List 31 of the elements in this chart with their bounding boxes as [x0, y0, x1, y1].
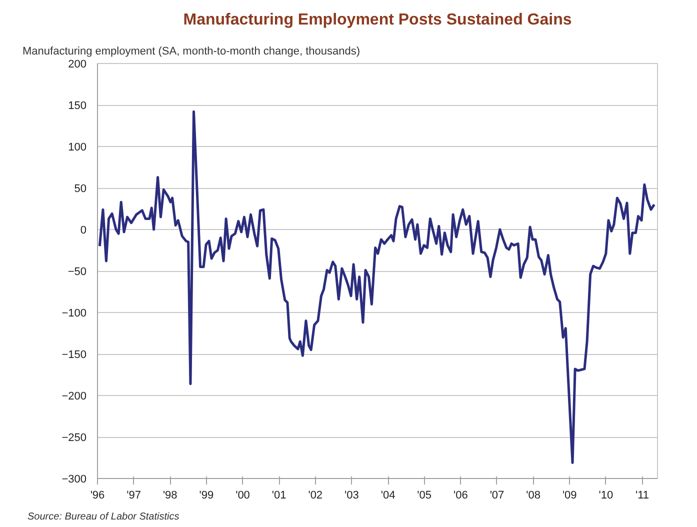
y-tick-label: −150: [62, 349, 87, 361]
x-tick-label: '08: [526, 490, 540, 502]
y-tick-label: 50: [74, 183, 87, 195]
y-tick-label: −50: [68, 266, 87, 278]
y-tick-label: −250: [62, 432, 87, 444]
y-tick-label: 200: [68, 58, 87, 70]
x-tick-label: '05: [417, 490, 432, 502]
x-tick-label: '98: [162, 490, 178, 502]
x-tick-label: '11: [635, 490, 650, 502]
y-axis-title: Manufacturing employment (SA, month-to-month change, thousands): [22, 46, 360, 58]
x-tick-label: '00: [236, 490, 250, 502]
x-tick-label: '97: [126, 490, 141, 502]
chart-title: Manufacturing Employment Posts Sustained Gains: [183, 12, 572, 28]
x-tick-label: '02: [308, 490, 323, 502]
x-tick-label: '10: [598, 490, 614, 502]
y-tick-label: −100: [62, 308, 87, 320]
y-tick-label: 150: [68, 100, 87, 112]
x-tick-label: '01: [272, 490, 286, 502]
x-tick-label: '96: [90, 490, 105, 502]
x-tick-label: '03: [344, 490, 359, 502]
x-tick-label: '07: [490, 490, 504, 502]
x-tick-label: '09: [562, 490, 577, 502]
x-tick-label: '99: [199, 490, 214, 502]
y-tick-label: 0: [80, 224, 87, 236]
source-note: Source: Bureau of Labor Statistics: [28, 512, 180, 522]
y-tick-label: −200: [62, 390, 87, 402]
x-tick-label: '06: [453, 490, 468, 502]
line-series: [98, 110, 656, 464]
x-tick-label: '04: [380, 490, 396, 502]
y-tick-label: 100: [68, 142, 87, 154]
y-tick-label: −300: [62, 474, 87, 486]
